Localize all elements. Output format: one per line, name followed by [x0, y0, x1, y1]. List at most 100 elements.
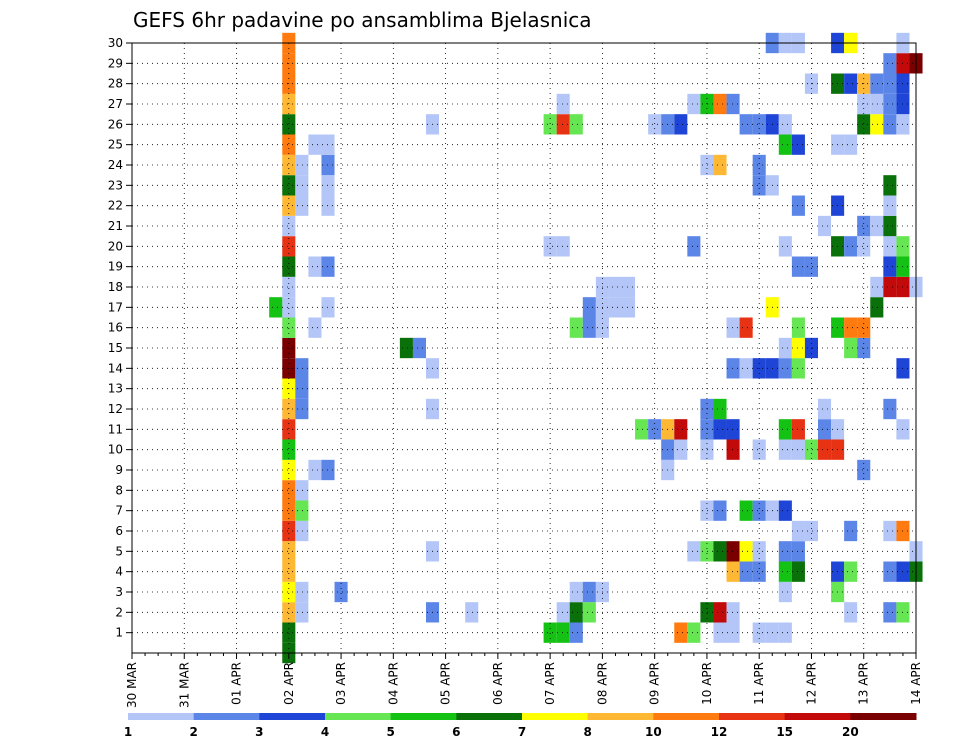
heat-cell [818, 215, 832, 237]
chart-title: GEFS 6hr padavine po ansamblima Bjelasni… [133, 8, 592, 32]
heat-cell [752, 500, 766, 521]
y-tick-label: 29 [108, 56, 123, 70]
x-tick-label: 12 APR [804, 662, 818, 705]
heat-cell [752, 622, 766, 643]
heat-cell [556, 114, 570, 135]
colorbar-label: 12 [711, 725, 728, 739]
heat-cell [700, 602, 714, 623]
y-tick-label: 4 [115, 565, 123, 579]
colorbar-swatch [719, 713, 786, 720]
heat-cell [569, 602, 583, 623]
heat-cell [883, 276, 897, 298]
heat-cell [726, 358, 740, 379]
y-tick-label: 12 [108, 402, 123, 416]
heat-cell [556, 602, 570, 623]
colorbar-swatch [456, 713, 523, 720]
y-tick-label: 7 [115, 504, 123, 518]
heat-cell [778, 622, 792, 643]
heat-cell [883, 195, 897, 216]
heat-cell [295, 581, 309, 603]
heat-cell [295, 175, 309, 196]
heat-cell [295, 520, 309, 542]
heat-cell [608, 297, 622, 318]
heat-cell [295, 398, 309, 420]
heat-cell [752, 114, 766, 135]
heat-cell [582, 602, 596, 623]
y-tick-label: 13 [108, 382, 123, 396]
heat-cell [791, 561, 805, 582]
x-tick-label: 31 MAR [177, 662, 191, 708]
heat-cell [713, 541, 727, 562]
heat-cell [870, 215, 884, 237]
colorbar-swatch [587, 713, 654, 720]
y-tick-label: 27 [108, 97, 123, 111]
heat-cell [870, 276, 884, 298]
heat-cell [791, 134, 805, 155]
heat-cell [582, 581, 596, 603]
heat-cell [739, 561, 753, 582]
y-tick-label: 6 [115, 524, 123, 538]
heat-cell [608, 276, 622, 298]
heat-cell [556, 622, 570, 643]
heat-cell [308, 134, 322, 155]
heat-cell [713, 154, 727, 176]
heat-cell [791, 358, 805, 379]
heat-cell [674, 439, 688, 460]
x-tick-label: 09 APR [648, 662, 662, 705]
colorbar-label: 7 [518, 725, 526, 739]
heat-cell [857, 236, 871, 257]
heat-cell [713, 419, 727, 440]
heat-cell [321, 154, 335, 176]
heat-cell [687, 541, 701, 562]
x-tick-label: 05 APR [439, 662, 453, 705]
y-tick-label: 28 [108, 77, 123, 91]
heat-cell [791, 419, 805, 440]
heat-cell [791, 541, 805, 562]
heat-cell [883, 53, 897, 74]
colorbar-label: 1 [124, 725, 132, 739]
y-tick-label: 2 [115, 605, 123, 619]
heat-cell [791, 256, 805, 277]
heat-cell [582, 297, 596, 318]
heat-cell [804, 256, 818, 277]
x-tick-label: 07 APR [543, 662, 557, 705]
y-tick-label: 1 [115, 626, 123, 640]
heat-cell [752, 439, 766, 460]
x-tick-label: 30 MAR [125, 662, 139, 708]
heat-cell [269, 297, 283, 318]
heat-cell [282, 175, 296, 196]
x-tick-label: 03 APR [334, 662, 348, 705]
y-tick-label: 3 [115, 585, 123, 599]
heat-cell [569, 622, 583, 643]
heat-cell [739, 358, 753, 379]
heat-cell [674, 114, 688, 135]
colorbar-swatch [850, 713, 917, 720]
heat-cell [726, 602, 740, 623]
heat-cell [700, 419, 714, 440]
heat-cell [739, 541, 753, 562]
heat-cell [687, 93, 701, 115]
heat-cell [739, 114, 753, 135]
y-tick-label: 26 [108, 117, 123, 131]
heat-cell [870, 114, 884, 135]
heat-cell [295, 500, 309, 521]
heat-cell [282, 215, 296, 237]
heat-cell [857, 317, 871, 338]
x-tick-label: 11 APR [752, 662, 766, 705]
heat-cell [321, 297, 335, 318]
heat-cell [857, 114, 871, 135]
y-tick-label: 9 [115, 463, 123, 477]
x-tick-label: 04 APR [386, 662, 400, 705]
x-tick-label: 01 APR [230, 662, 244, 705]
heat-cell [726, 317, 740, 338]
heat-cell [870, 93, 884, 115]
heat-cell [543, 622, 557, 643]
heat-cell [844, 561, 858, 582]
heat-cell [870, 297, 884, 318]
grid-lines [132, 42, 916, 653]
colorbar-label: 6 [452, 725, 460, 739]
colorbar-swatch [325, 713, 392, 720]
heat-cell [739, 500, 753, 521]
x-tick-label: 02 APR [282, 662, 296, 705]
